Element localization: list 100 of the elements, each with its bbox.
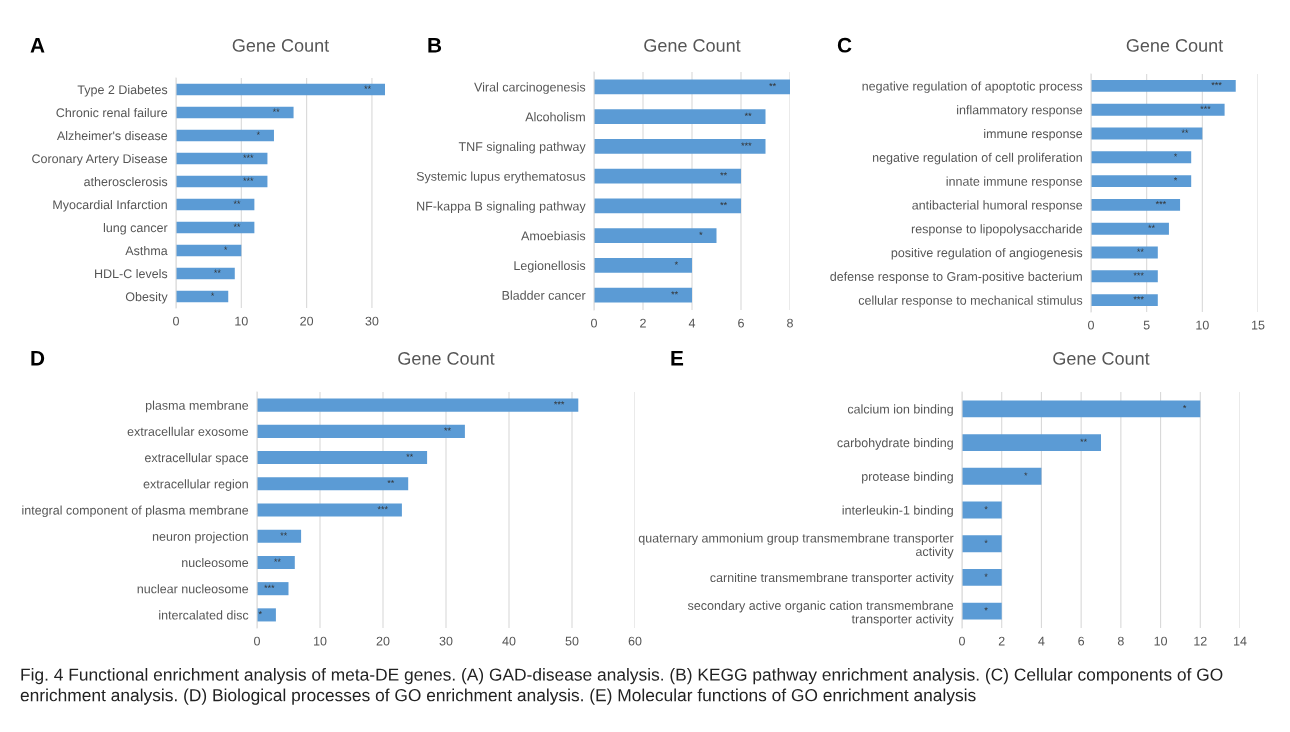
bar [176, 129, 274, 142]
bar [594, 198, 741, 214]
bar [1091, 175, 1192, 188]
x-tick-label: 0 [173, 316, 179, 326]
bar [257, 424, 465, 438]
y-tick-label: neuron projection [152, 531, 248, 544]
y-tick-label: Amoebiasis [521, 231, 586, 241]
y-tick-label: negative regulation of apoptotic process [862, 81, 1083, 94]
bar [594, 228, 717, 244]
y-tick-label: integral component of plasma membrane [22, 505, 249, 518]
annotation: * [1024, 472, 1028, 476]
y-tick-label: Obesity [125, 291, 168, 304]
annotation: *** [1211, 82, 1222, 86]
bar [257, 477, 409, 491]
annotation: ** [671, 291, 678, 295]
y-tick-label: Myocardial Infarction [53, 199, 167, 212]
y-tick-label: Type 2 Diabetes [77, 84, 168, 97]
bar [594, 168, 741, 184]
y-tick-label: positive regulation of angiogenesis [891, 247, 1083, 260]
x-tick-label: 6 [1078, 636, 1085, 646]
chart-title: Gene Count [644, 39, 741, 52]
annotation: *** [1155, 201, 1167, 205]
annotation: * [1173, 153, 1178, 157]
x-tick-label: 10 [1154, 636, 1168, 646]
annotation: *** [1133, 296, 1144, 300]
annotation: ** [274, 558, 281, 562]
bar [1091, 198, 1181, 211]
annotation: ** [233, 223, 241, 227]
text: C [837, 37, 852, 53]
annotation: *** [243, 154, 254, 158]
annotation: * [224, 246, 228, 250]
x-tick-label: 4 [688, 318, 696, 328]
annotation: ** [1080, 438, 1087, 442]
y-tick-label: quaternary ammonium group transmembrane transporter activity [638, 533, 954, 559]
x-tick-label: 2 [998, 636, 1005, 646]
y-tick-label: extracellular exosome [127, 426, 249, 436]
bar [962, 535, 1002, 553]
x-tick-label: 10 [1196, 320, 1209, 330]
annotation: * [210, 292, 215, 296]
x-tick-label: 8 [787, 318, 793, 328]
bar [1091, 127, 1203, 140]
bar [594, 257, 692, 273]
y-tick-label: innate immune response [946, 176, 1083, 189]
y-tick-label: HDL-C levels [95, 268, 168, 279]
annotation: ** [280, 532, 288, 536]
y-tick-label: defense response to Gram-positive bacterium [830, 271, 1082, 284]
annotation: * [256, 131, 260, 135]
bar [594, 287, 692, 303]
bar [176, 198, 255, 211]
annotation: * [1173, 177, 1178, 181]
y-tick-label: Asthma [125, 245, 168, 256]
annotation: *** [741, 142, 752, 146]
annotation: ** [406, 453, 414, 457]
text: D [31, 351, 45, 366]
x-tick-label: 20 [376, 636, 390, 646]
y-tick-label: antibacterial humoral response [912, 200, 1083, 213]
x-tick-label: 0 [959, 636, 965, 646]
y-tick-label: inflammatory response [957, 105, 1083, 117]
y-tick-label: protease binding [862, 471, 953, 484]
annotation: *** [264, 584, 275, 588]
annotation: * [984, 506, 988, 510]
y-tick-label: atherosclerosis [84, 176, 168, 187]
bar [176, 267, 235, 280]
bar [176, 221, 255, 234]
annotation: ** [1148, 224, 1155, 228]
bar [962, 569, 1002, 586]
bar [257, 398, 579, 412]
y-tick-label: plasma membrane [145, 400, 249, 413]
annotation: ** [1137, 248, 1144, 252]
chart-title: Gene Count [398, 352, 495, 365]
x-tick-label: 2 [640, 318, 646, 328]
y-tick-label: carbohydrate binding [837, 438, 953, 450]
bar [1091, 79, 1236, 92]
x-tick-label: 4 [1038, 636, 1045, 646]
bar [594, 109, 766, 125]
x-tick-label: 40 [502, 636, 516, 646]
bar [1091, 294, 1158, 307]
annotation: ** [444, 427, 451, 431]
chart-title: Gene Count [1053, 352, 1150, 365]
bar [176, 290, 229, 303]
x-tick-label: 20 [300, 316, 314, 326]
x-tick-label: 50 [565, 636, 579, 646]
x-tick-label: 6 [738, 318, 744, 328]
y-tick-label: extracellular region [143, 479, 248, 491]
x-tick-label: 30 [365, 316, 379, 326]
y-tick-label: calcium ion binding [847, 404, 953, 416]
bar [1091, 103, 1225, 116]
y-tick-label: lung cancer [103, 222, 168, 235]
x-tick-label: 10 [235, 316, 248, 326]
annotation: ** [720, 202, 727, 206]
y-tick-label: Alzheimer's disease [56, 130, 168, 141]
bar [962, 434, 1101, 451]
y-tick-label: negative regulation of cell proliferation [872, 152, 1082, 165]
annotation: ** [1181, 129, 1189, 133]
caption: Fig. 4 Functional enrichment analysis of meta-DE genes. (A) GAD-disease analysis. (B) KEGG pathway enrichment analysis. (C) Cellular components of GO enrichment analysis. (D) Biological processes of GO enrichment analysis. (E) Molecular functions of GO enrichment analysis [20, 668, 1223, 705]
bar [594, 138, 766, 154]
y-tick-label: Alcoholism [525, 112, 585, 122]
bar [257, 608, 276, 622]
bar [1091, 151, 1192, 164]
y-tick-label: Viral carcinogenesis [474, 82, 586, 94]
